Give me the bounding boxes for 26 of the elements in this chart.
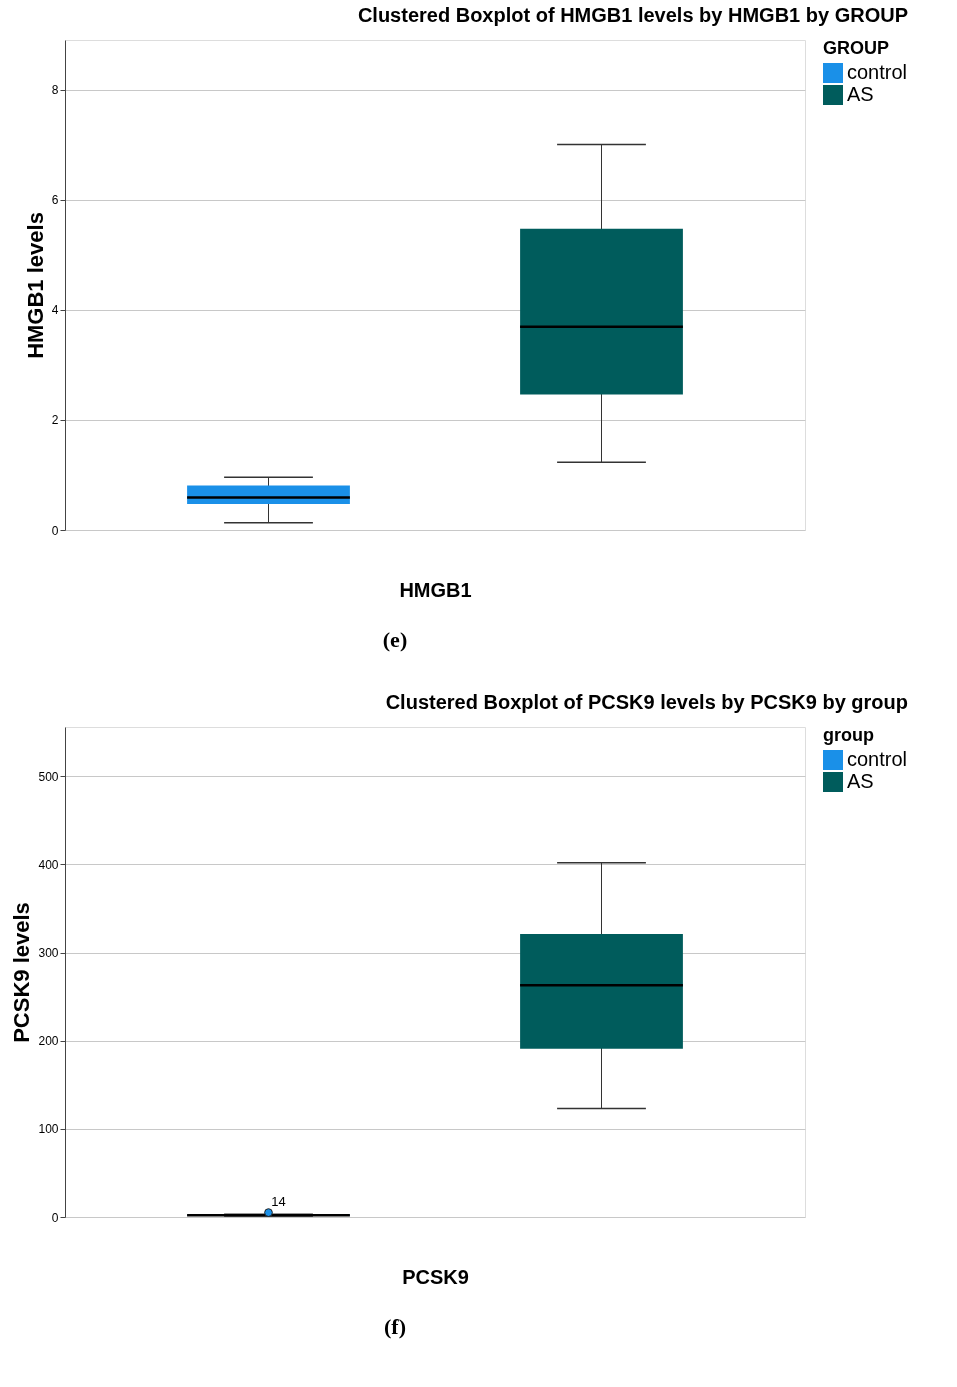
y-tick-label: 300 [38,946,59,961]
chart-title: Clustered Boxplot of HMGB1 levels by HMGB1 by GROUP [357,4,908,26]
legend-label: AS [847,770,874,792]
y-tick-label: 0 [51,1210,59,1225]
y-tick-label: 100 [38,1122,59,1137]
legend-title: group [823,725,874,745]
x-tick-label: HMGB1 [399,578,472,601]
legend-label: control [847,748,908,770]
chart-title: Clustered Boxplot of PCSK9 levels by PCSK9 by group [385,691,908,713]
annotation: 14 [271,1193,286,1209]
y-axis-title: PCSK9 levels [9,902,35,1043]
y-tick-label: 4 [51,303,59,318]
text: (f) [384,1314,406,1339]
y-tick-label: 6 [51,193,59,208]
y-axis-title: HMGB1 levels [22,212,48,359]
y-tick-label: 400 [38,857,59,872]
legend-label: AS [847,83,874,105]
y-tick-label: 8 [51,83,59,98]
legend-title: GROUP [823,38,890,58]
y-tick-label: 200 [38,1034,59,1049]
y-tick-label: 0 [51,523,59,538]
x-tick-label: PCSK9 [402,1265,469,1288]
legend-label: control [847,61,908,83]
text: (e) [382,627,408,652]
y-tick-label: 500 [38,769,59,784]
y-tick-label: 2 [51,413,59,428]
